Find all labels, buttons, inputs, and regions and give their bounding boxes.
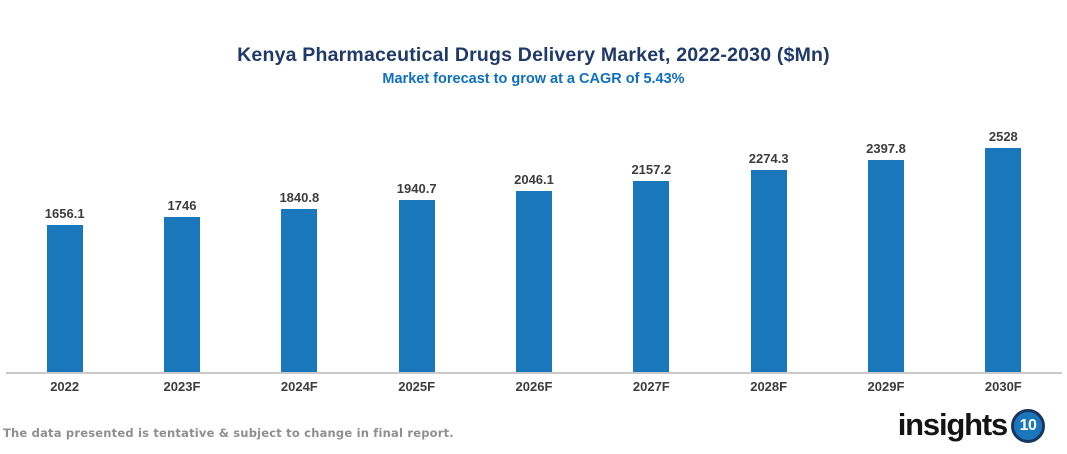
x-axis-line [6,372,1062,374]
bar [515,191,552,372]
bar-group: 2528 2030F [945,0,1062,454]
chart-subtitle: Market forecast to grow at a CAGR of 5.4… [382,71,685,87]
bar-group: 2046.1 2026F [475,0,592,454]
bar-value-label: 2397.8 [866,141,906,156]
insights10-logo: insights 10 [898,405,1045,447]
bar [163,217,200,372]
x-axis-label: 2022 [50,379,80,394]
bar-group: 1656.1 2022 [6,0,123,454]
x-axis-label: 2027F [632,379,670,394]
x-axis-label: 2029F [867,379,905,394]
bar-group: 1940.7 2025F [358,0,475,454]
bar [633,181,670,372]
chart-title: Kenya Pharmaceutical Drugs Delivery Mark… [237,44,830,66]
bar [867,160,904,372]
bar [398,200,435,372]
bar [46,225,83,372]
bar-value-label: 2528 [988,129,1018,144]
bar-value-label: 2046.1 [514,172,554,187]
bar [985,148,1022,372]
x-axis-label: 2026F [515,379,553,394]
bar-value-label: 2157.2 [631,162,672,177]
bar [750,170,787,372]
x-axis-label: 2028F [750,379,788,394]
logo-wordmark: insights [897,406,1008,442]
x-axis-label: 2024F [280,379,318,394]
bar-value-label: 1940.7 [396,181,437,196]
bar-value-label: 2274.3 [748,151,789,166]
x-axis-label: 2025F [398,379,436,394]
bar-group: 1746 2023F [123,0,240,454]
bar-group: 2274.3 2028F [710,0,827,454]
bar [281,209,318,372]
bar-value-label: 1840.8 [279,190,320,205]
x-axis-label: 2030F [984,379,1022,394]
bar-value-label: 1656.1 [44,206,85,221]
bar-group: 2397.8 2029F [827,0,944,454]
logo-badge-10: 10 [1011,409,1045,443]
x-axis-label: 2023F [163,379,201,394]
bar-group: 2157.2 2027F [593,0,710,454]
bar-group: 1840.8 2024F [241,0,358,454]
bar-value-label: 1746 [167,198,197,213]
disclaimer-text: The data presented is tentative & subjec… [3,426,454,440]
